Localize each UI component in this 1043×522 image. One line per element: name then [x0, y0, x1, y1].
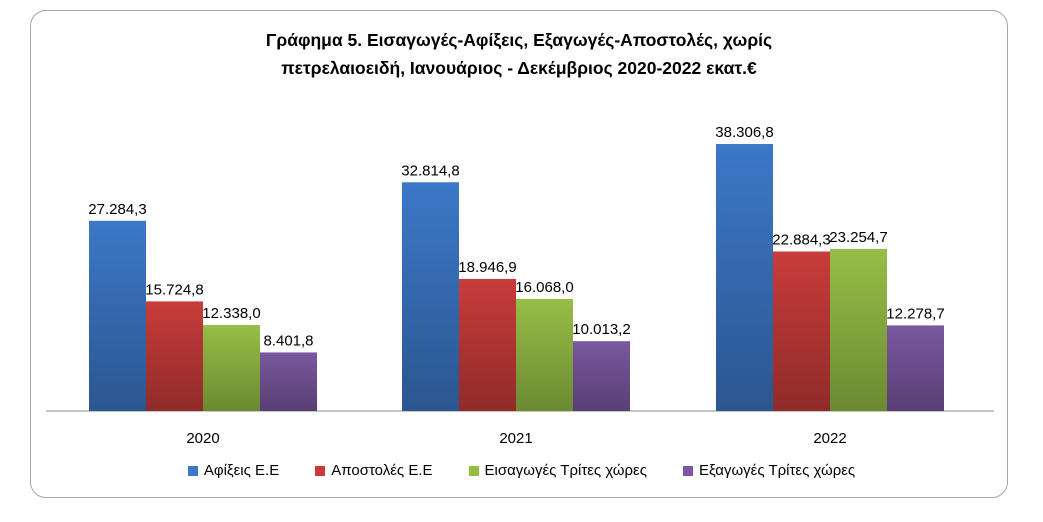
legend-swatch-3 [468, 465, 479, 476]
legend-item-1: Αφίξεις Ε.Ε [187, 462, 280, 479]
chart-title-line1: Γράφημα 5. Εισαγωγές-Αφίξεις, Εξαγωγές-Α… [265, 30, 773, 50]
bar-2021-series-4 [573, 341, 630, 411]
data-label-2020-series-4: 8.401,8 [263, 332, 313, 349]
bar-2022-series-2 [773, 251, 830, 411]
legend-swatch-1 [187, 465, 198, 476]
chart-title-line2: πετρελαιοειδή, Ιανουάριος - Δεκέμβριος 2… [281, 58, 757, 78]
bar-2022-series-1 [716, 144, 773, 411]
data-label-2021-series-1: 32.814,8 [401, 162, 459, 179]
x-tick-label-2021: 2021 [499, 430, 532, 447]
data-label-2020-series-1: 27.284,3 [88, 201, 146, 218]
data-label-2021-series-4: 10.013,2 [572, 321, 630, 338]
bar-2020-series-4 [260, 352, 317, 411]
data-label-2022-series-3: 23.254,7 [829, 229, 887, 246]
data-label-2021-series-3: 16.068,0 [515, 279, 573, 296]
legend-label-2: Αποστολές Ε.Ε [331, 462, 433, 479]
chart-legend: Αφίξεις Ε.Ε Αποστολές Ε.Ε Εισαγωγές Τρίτες… [0, 462, 1043, 479]
bar-2022-series-4 [887, 325, 944, 411]
chart-title: Γράφημα 5. Εισαγωγές-Αφίξεις, Εξαγωγές-Α… [30, 26, 1008, 82]
bar-2021-series-2 [459, 278, 516, 411]
legend-label-1: Αφίξεις Ε.Ε [203, 462, 280, 479]
x-tick-label-2022: 2022 [813, 430, 846, 447]
data-label-2020-series-3: 12.338,0 [202, 305, 260, 322]
bar-2021-series-1 [402, 182, 459, 411]
data-label-2022-series-4: 12.278,7 [886, 305, 944, 322]
data-label-2021-series-2: 18.946,9 [458, 259, 516, 276]
legend-item-2: Αποστολές Ε.Ε [315, 462, 433, 479]
bar-2022-series-3 [830, 248, 887, 411]
legend-label-4: Εξαγωγές Τρίτες χώρες [698, 462, 856, 479]
legend-item-4: Εξαγωγές Τρίτες χώρες [682, 462, 856, 479]
bar-2021-series-3 [516, 299, 573, 411]
bar-2020-series-2 [146, 301, 203, 411]
bar-2020-series-1 [89, 220, 146, 411]
legend-swatch-4 [682, 465, 693, 476]
bar-2020-series-3 [203, 325, 260, 411]
data-label-2020-series-2: 15.724,8 [145, 281, 203, 298]
data-label-2022-series-2: 22.884,3 [772, 231, 830, 248]
x-tick-label-2020: 2020 [186, 430, 219, 447]
legend-label-3: Εισαγωγές Τρίτες χώρες [484, 462, 647, 479]
legend-swatch-2 [315, 465, 326, 476]
data-label-2022-series-1: 38.306,8 [715, 124, 773, 141]
legend-item-3: Εισαγωγές Τρίτες χώρες [468, 462, 647, 479]
